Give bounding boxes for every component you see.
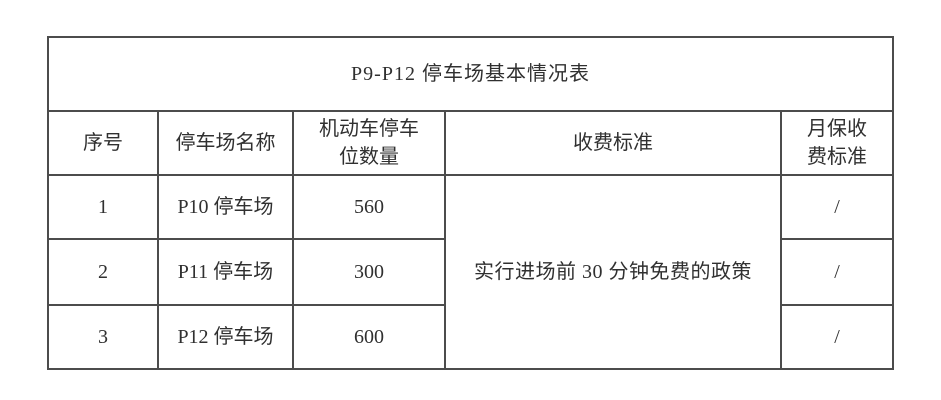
cell-space-count: 600 — [292, 304, 446, 370]
cell-row-no: 2 — [47, 238, 159, 306]
col-header-name: 停车场名称 — [157, 110, 294, 176]
cell-space-count: 560 — [292, 174, 446, 240]
col-header-monthly: 月保收 费标准 — [780, 110, 894, 176]
table-row: 1 P10 停车场 560 实行进场前 30 分钟免费的政策 / — [47, 174, 894, 370]
cell-monthly-fee: / — [780, 174, 894, 240]
header-row: 序号 停车场名称 机动车停车 位数量 收费标准 月保收 费标准 — [47, 110, 894, 176]
cell-fee-policy: 实行进场前 30 分钟免费的政策 — [444, 174, 782, 370]
cell-parking-name: P10 停车场 — [157, 174, 294, 240]
col-header-capacity: 机动车停车 位数量 — [292, 110, 446, 176]
table-row: 3 P12 停车场 600 / — [47, 304, 894, 370]
cell-row-no: 1 — [47, 174, 159, 240]
col-header-index: 序号 — [47, 110, 159, 176]
cell-space-count: 300 — [292, 238, 446, 306]
parking-info-table: P9-P12 停车场基本情况表 序号 停车场名称 机动车停车 位数量 收费标准 … — [47, 36, 894, 370]
parking-table: P9-P12 停车场基本情况表 序号 停车场名称 机动车停车 位数量 收费标准 … — [47, 36, 894, 370]
title-row: P9-P12 停车场基本情况表 — [47, 36, 894, 112]
cell-parking-name: P12 停车场 — [157, 304, 294, 370]
cell-row-no: 3 — [47, 304, 159, 370]
col-header-fee: 收费标准 — [444, 110, 782, 176]
table-row: 2 P11 停车场 300 / — [47, 238, 894, 306]
cell-monthly-fee: / — [780, 238, 894, 306]
cell-monthly-fee: / — [780, 304, 894, 370]
table-title: P9-P12 停车场基本情况表 — [47, 36, 894, 112]
cell-parking-name: P11 停车场 — [157, 238, 294, 306]
